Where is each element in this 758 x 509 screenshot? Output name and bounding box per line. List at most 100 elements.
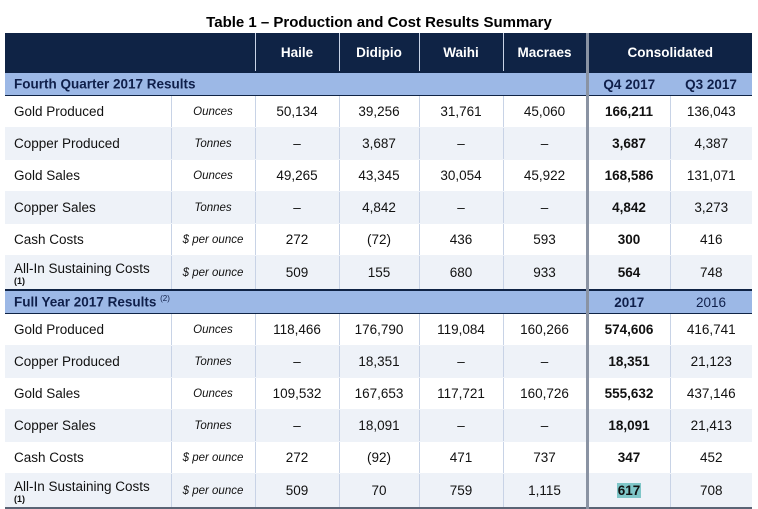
value-cell: 109,532 xyxy=(254,377,339,410)
consolidated-previous-cell: 21,413 xyxy=(669,409,753,442)
value-cell: – xyxy=(254,345,339,378)
table-row: Gold Sales Ounces 49,265 43,345 30,054 45,922… xyxy=(5,159,753,192)
consolidated-previous-cell: 4,387 xyxy=(669,127,753,160)
value-cell: – xyxy=(502,127,587,160)
row-label-text: Copper Sales xyxy=(14,418,96,433)
table-row: Copper Sales Tonnes –18,091– –18,091 21,413 xyxy=(5,409,753,442)
value-cell: – xyxy=(418,127,503,160)
consolidated-previous-cell: 416,741 xyxy=(669,313,753,346)
table-row: All-In Sustaining Costs (1) $ per ounce 509… xyxy=(5,255,753,291)
row-label: Copper Produced xyxy=(5,127,171,160)
table-row: All-In Sustaining Costs (1) $ per ounce 509… xyxy=(5,473,753,509)
row-label-text: Copper Produced xyxy=(14,136,120,151)
row-label: All-In Sustaining Costs (1) xyxy=(5,255,171,291)
value-cell: 155 xyxy=(338,255,419,291)
consolidated-current-cell: 168,586 xyxy=(585,159,670,192)
value-cell: 471 xyxy=(418,441,503,474)
row-label: Copper Sales xyxy=(5,409,171,442)
header-blank xyxy=(5,33,255,72)
value-cell: 509 xyxy=(254,255,339,291)
column-header: Waihi xyxy=(418,33,503,72)
value-cell: 31,761 xyxy=(418,95,503,128)
value-cell: (72) xyxy=(338,223,419,256)
consolidated-current-value: 555,632 xyxy=(604,386,654,401)
consolidated-current-value: 168,586 xyxy=(604,168,654,183)
table-row: Gold Produced Ounces 118,466 176,790 119,084… xyxy=(5,313,753,346)
value-cell: – xyxy=(418,191,503,224)
value-cell: – xyxy=(502,345,587,378)
consolidated-current-cell: 574,606 xyxy=(585,313,670,346)
consolidated-current-value: 18,091 xyxy=(608,418,650,433)
value-cell: 1,115 xyxy=(502,473,587,509)
consolidated-current-cell: 617 xyxy=(585,473,670,509)
value-cell: 43,345 xyxy=(338,159,419,192)
consolidated-current-cell: 347 xyxy=(585,441,670,474)
row-label: Copper Produced xyxy=(5,345,171,378)
row-label-text: All-In Sustaining Costs xyxy=(14,479,150,494)
unit-cell: Tonnes xyxy=(170,191,255,224)
unit-cell: Tonnes xyxy=(170,127,255,160)
column-header: Haile xyxy=(254,33,339,72)
consolidated-previous-cell: 708 xyxy=(669,473,753,509)
value-cell: – xyxy=(502,409,587,442)
consolidated-previous-cell: 21,123 xyxy=(669,345,753,378)
row-label-text: Copper Produced xyxy=(14,354,120,369)
row-label-text: Gold Sales xyxy=(14,168,81,183)
value-cell: – xyxy=(418,409,503,442)
consolidated-current-cell: 555,632 xyxy=(585,377,670,410)
unit-cell: Ounces xyxy=(170,313,255,346)
value-cell: – xyxy=(254,409,339,442)
consolidated-previous-cell: 131,071 xyxy=(669,159,753,192)
consolidated-previous-cell: 3,273 xyxy=(669,191,753,224)
consolidated-current-value: 617 xyxy=(616,483,642,498)
value-cell: 45,922 xyxy=(502,159,587,192)
value-cell: 45,060 xyxy=(502,95,587,128)
row-footnote: (1) xyxy=(14,276,25,286)
table-row: Copper Produced Tonnes –3,687– –3,687 4,387 xyxy=(5,127,753,160)
value-cell: – xyxy=(418,345,503,378)
row-label-text: Gold Produced xyxy=(14,322,105,337)
row-label: Cash Costs xyxy=(5,223,171,256)
table-row: Gold Produced Ounces 50,134 39,256 31,761 45,… xyxy=(5,95,753,128)
consolidated-previous-cell: 416 xyxy=(669,223,753,256)
consolidated-current-value: 574,606 xyxy=(604,322,654,337)
unit-cell: $ per ounce xyxy=(170,441,255,474)
section-header-row: Full Year 2017 Results (2) 2017 2016 xyxy=(5,289,753,314)
period-previous-header: 2016 xyxy=(670,289,753,314)
table-row: Copper Sales Tonnes –4,842– –4,842 3,273 xyxy=(5,191,753,224)
consolidated-current-value: 3,687 xyxy=(612,136,646,151)
consolidated-current-cell: 564 xyxy=(585,255,670,291)
unit-cell: Ounces xyxy=(170,95,255,128)
unit-cell: Tonnes xyxy=(170,409,255,442)
consolidated-current-cell: 166,211 xyxy=(585,95,670,128)
consolidated-current-value: 166,211 xyxy=(604,104,654,119)
table-row: Cash Costs $ per ounce 272 (72) 436 593 300 416 xyxy=(5,223,753,256)
value-cell: 167,653 xyxy=(338,377,419,410)
value-cell: 759 xyxy=(418,473,503,509)
header-row: Haile Didipio Waihi Macraes Consolidated xyxy=(5,33,753,72)
unit-cell: Ounces xyxy=(170,377,255,410)
value-cell: 118,466 xyxy=(254,313,339,346)
value-cell: 50,134 xyxy=(254,95,339,128)
unit-cell: Ounces xyxy=(170,159,255,192)
consolidated-current-value: 347 xyxy=(617,450,641,465)
row-label: Copper Sales xyxy=(5,191,171,224)
period-previous-header: Q3 2017 xyxy=(670,71,753,96)
consolidated-current-value: 300 xyxy=(617,232,641,247)
consolidated-current-cell: 3,687 xyxy=(585,127,670,160)
value-cell: 272 xyxy=(254,441,339,474)
column-header: Didipio xyxy=(338,33,419,72)
consolidated-previous-cell: 136,043 xyxy=(669,95,753,128)
value-cell: 119,084 xyxy=(418,313,503,346)
results-table: Haile Didipio Waihi Macraes Consolidated… xyxy=(5,33,753,509)
consolidated-previous-cell: 452 xyxy=(669,441,753,474)
value-cell: 18,351 xyxy=(338,345,419,378)
value-cell: 436 xyxy=(418,223,503,256)
value-cell: 272 xyxy=(254,223,339,256)
period-current-header: 2017 xyxy=(585,289,670,314)
section-title: Full Year 2017 Results (2) xyxy=(5,289,587,314)
table-row: Cash Costs $ per ounce 272 (92) 471 737 347 452 xyxy=(5,441,753,474)
consolidated-current-cell: 18,091 xyxy=(585,409,670,442)
value-cell: 160,266 xyxy=(502,313,587,346)
row-label-text: Copper Sales xyxy=(14,200,96,215)
